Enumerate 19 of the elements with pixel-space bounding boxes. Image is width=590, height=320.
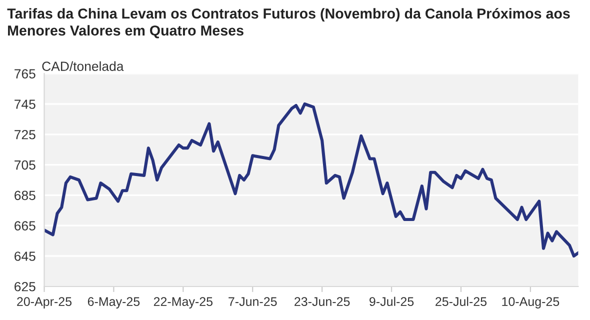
x-tick-label: 6-May-25 (88, 297, 140, 308)
y-tick-label: 665 (14, 221, 36, 231)
y-tick-label: 645 (14, 252, 36, 261)
y-axis-title: CAD/tonelada (42, 61, 124, 71)
y-tick-label: 625 (14, 282, 36, 292)
chart-title: Tarifas da China Levam os Contratos Futuros (Novembro) da Canola Próximos aos Menores Valores em Quatro Meses (7, 8, 570, 38)
y-tick-label: 725 (14, 130, 36, 140)
y-tick-label: 705 (14, 160, 36, 170)
x-tick-label: 7-Jun-25 (228, 297, 277, 306)
x-tick-label: 10-Aug-25 (502, 297, 560, 308)
line-series (44, 102, 578, 258)
x-tick-label: 9-Jul-25 (370, 296, 414, 306)
y-tick-label: 765 (14, 69, 36, 79)
x-tick-label: 25-Jul-25 (436, 296, 487, 306)
x-tick-label: 23-Jun-25 (294, 297, 350, 306)
y-tick-label: 745 (14, 100, 36, 109)
x-tick-label: 20-Apr-25 (17, 297, 72, 308)
x-tick-label: 22-May-25 (154, 297, 213, 308)
y-tick-label: 685 (14, 190, 36, 200)
